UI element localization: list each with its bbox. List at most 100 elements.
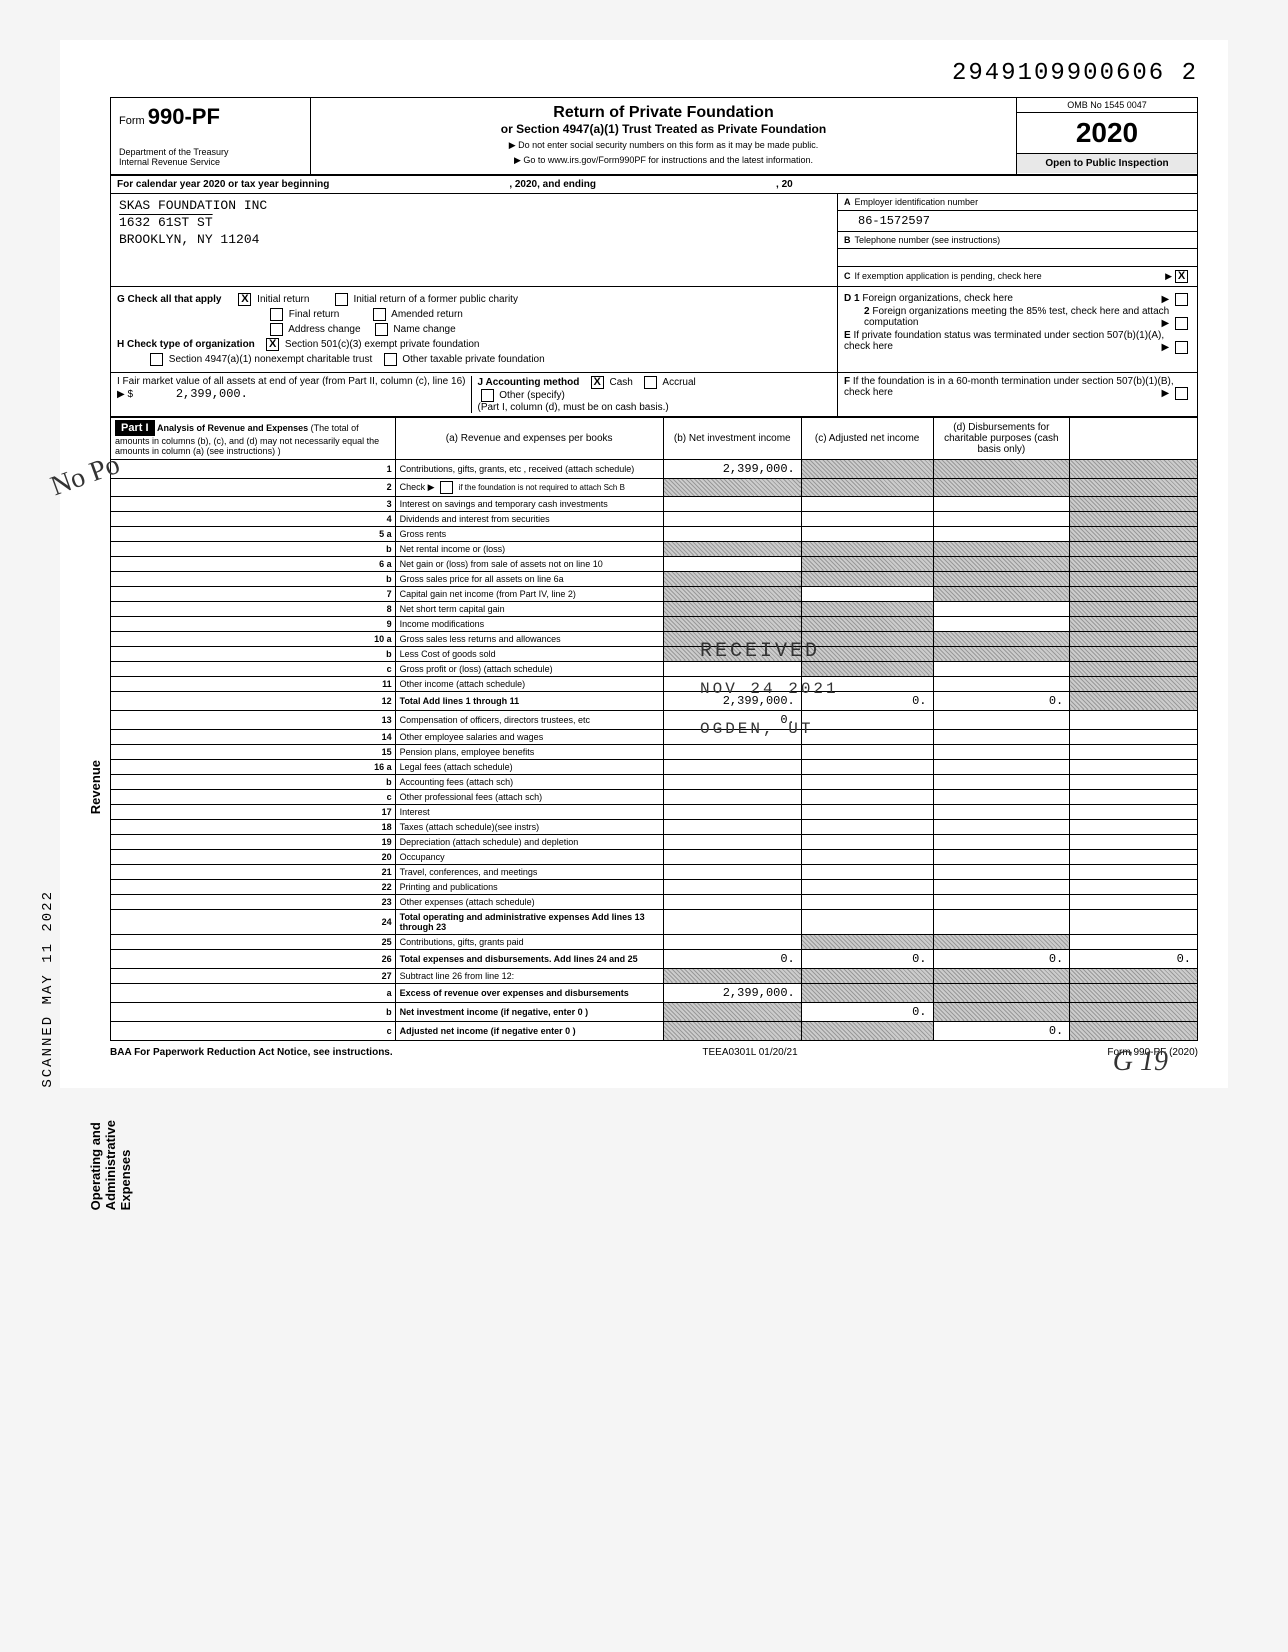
line-27c: cAdjusted net income (if negative enter …	[111, 1021, 1198, 1040]
line-27a: aExcess of revenue over expenses and dis…	[111, 983, 1198, 1002]
col-d-header: (d) Disbursements for charitable purpose…	[933, 417, 1070, 459]
box-b-val-row	[838, 249, 1197, 267]
chk-initial-former[interactable]	[335, 293, 348, 306]
chk-final[interactable]	[270, 308, 283, 321]
entity-name: SKAS FOUNDATION INC	[119, 198, 829, 215]
col-b-header: (b) Net investment income	[663, 417, 801, 459]
footer-left: BAA For Paperwork Reduction Act Notice, …	[110, 1047, 393, 1058]
chk-d2[interactable]	[1175, 317, 1188, 330]
cal-mid: , 2020, and ending	[509, 179, 596, 190]
chk-d1[interactable]	[1175, 293, 1188, 306]
scanned-stamp: SCANNED MAY 11 2022	[40, 890, 56, 1088]
chk-accrual[interactable]	[644, 376, 657, 389]
tax-year: 2020	[1017, 113, 1197, 154]
fmv-left: I Fair market value of all assets at end…	[111, 373, 837, 416]
line-h2: Section 4947(a)(1) nonexempt charitable …	[117, 353, 831, 366]
d1-label: D 1	[844, 293, 860, 304]
chk-schb[interactable]	[440, 481, 453, 494]
line-16a: 16 aLegal fees (attach schedule)	[111, 759, 1198, 774]
line-10b: bLess Cost of goods sold	[111, 646, 1198, 661]
cal-begin: For calendar year 2020 or tax year begin…	[117, 179, 329, 190]
line-6a: 6 aNet gain or (loss) from sale of asset…	[111, 556, 1198, 571]
box-b-text: Telephone number (see instructions)	[855, 235, 1001, 245]
box-a-val-row: 86-1572597	[838, 211, 1197, 232]
part1-tag: Part I	[115, 420, 155, 436]
e-label: E	[844, 330, 851, 341]
title-sub: or Section 4947(a)(1) Trust Treated as P…	[317, 122, 1010, 136]
dln-number: 2949109900606 2	[110, 60, 1198, 87]
opt-address: Address change	[288, 324, 360, 335]
part1-header-row: Part I Analysis of Revenue and Expenses …	[111, 417, 1198, 459]
line-9: 9Income modifications	[111, 616, 1198, 631]
box-c-checkbox[interactable]: X	[1175, 270, 1188, 283]
title-main: Return of Private Foundation	[317, 104, 1010, 122]
opt-cash: Cash	[609, 377, 632, 388]
box-a-label: A	[844, 197, 851, 207]
header-form-id: Form 990-PF Department of the Treasury I…	[111, 98, 311, 174]
chk-other[interactable]	[481, 389, 494, 402]
chk-initial[interactable]: X	[238, 293, 251, 306]
line-16c: cOther professional fees (attach sch)	[111, 789, 1198, 804]
header-year: OMB No 1545 0047 2020 Open to Public Ins…	[1017, 98, 1197, 174]
handwritten-g19: G 19	[1113, 1046, 1168, 1078]
footer-mid: TEEA0301L 01/20/21	[702, 1047, 797, 1058]
line-4: 4Dividends and interest from securities	[111, 511, 1198, 526]
section-revenue-label: Revenue	[88, 760, 103, 814]
calendar-year-row: For calendar year 2020 or tax year begin…	[110, 176, 1198, 194]
entity-addr2: BROOKLYN, NY 11204	[119, 232, 829, 249]
col-a-header: (a) Revenue and expenses per books	[395, 417, 663, 459]
chk-cash[interactable]: X	[591, 376, 604, 389]
f-label: F	[844, 376, 850, 387]
chk-namechange[interactable]	[375, 323, 388, 336]
line-19: 19Depreciation (attach schedule) and dep…	[111, 834, 1198, 849]
box-d2: 2 Foreign organizations meeting the 85% …	[844, 306, 1191, 328]
checks-left: G Check all that apply X Initial return …	[111, 287, 837, 372]
checks-right: D 1 Foreign organizations, check here ▶ …	[837, 287, 1197, 372]
line-22: 22Printing and publications	[111, 879, 1198, 894]
line-h: H Check type of organization X Section 5…	[117, 338, 831, 351]
title-note2: ▶ Go to www.irs.gov/Form990PF for instru…	[317, 155, 1010, 166]
line-24: 24Total operating and administrative exp…	[111, 909, 1198, 934]
cal-end: , 20	[776, 179, 793, 190]
chk-h3[interactable]	[384, 353, 397, 366]
chk-h1[interactable]: X	[266, 338, 279, 351]
form-page: SCANNED MAY 11 2022 No Po 2949109900606 …	[60, 40, 1228, 1088]
line-1: 1Contributions, gifts, grants, etc , rec…	[111, 459, 1198, 478]
line-g3: Address change Name change	[117, 323, 831, 336]
line-18: 18Taxes (attach schedule)(see instrs)	[111, 819, 1198, 834]
j-label: J Accounting method	[478, 377, 580, 388]
line-20: 20Occupancy	[111, 849, 1198, 864]
fmv-row: I Fair market value of all assets at end…	[110, 373, 1198, 417]
line-11: 11Other income (attach schedule)	[111, 676, 1198, 691]
box-c: C If exemption application is pending, c…	[838, 267, 1197, 286]
d2-text: Foreign organizations meeting the 85% te…	[864, 306, 1169, 328]
chk-address[interactable]	[270, 323, 283, 336]
line-15: 15Pension plans, employee benefits	[111, 744, 1198, 759]
title-note1: ▶ Do not enter social security numbers o…	[317, 140, 1010, 151]
box-b-label: B	[844, 235, 851, 245]
check-section: G Check all that apply X Initial return …	[110, 287, 1198, 373]
form-number: 990-PF	[148, 104, 220, 129]
box-a: A Employer identification number	[838, 194, 1197, 211]
entity-block: SKAS FOUNDATION INC 1632 61ST ST BROOKLY…	[111, 194, 837, 286]
box-c-label: C	[844, 271, 851, 281]
line-g2: Final return Amended return	[117, 308, 831, 321]
chk-f[interactable]	[1175, 387, 1188, 400]
opt-final: Final return	[289, 309, 340, 320]
form-header: Form 990-PF Department of the Treasury I…	[110, 97, 1198, 176]
i-arrow: ▶ $	[117, 389, 133, 400]
d1-text: Foreign organizations, check here	[862, 293, 1013, 304]
line-5a: 5 aGross rents	[111, 526, 1198, 541]
chk-h2[interactable]	[150, 353, 163, 366]
chk-e[interactable]	[1175, 341, 1188, 354]
header-title: Return of Private Foundation or Section …	[311, 98, 1017, 174]
opt-other: Other (specify)	[499, 390, 565, 401]
line-10c: cGross profit or (loss) (attach schedule…	[111, 661, 1198, 676]
line-17: 17Interest	[111, 804, 1198, 819]
opt-h1: Section 501(c)(3) exempt private foundat…	[285, 339, 480, 350]
line-16b: bAccounting fees (attach sch)	[111, 774, 1198, 789]
e-text: If private foundation status was termina…	[844, 330, 1164, 352]
section-expenses-label: Operating and Administrative Expenses	[88, 1120, 133, 1210]
line-8: 8Net short term capital gain	[111, 601, 1198, 616]
chk-amended[interactable]	[373, 308, 386, 321]
